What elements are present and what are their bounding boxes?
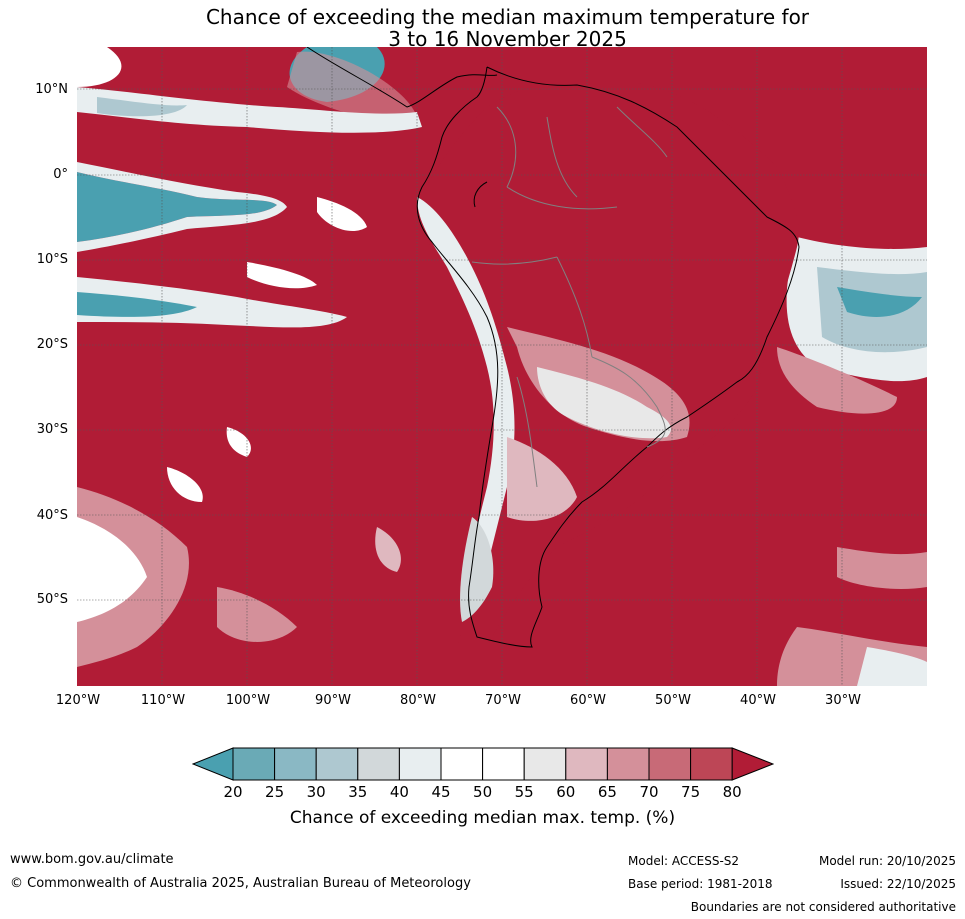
lat-label-10n: 10°N	[35, 82, 68, 97]
colorbar-lower-extend	[192, 747, 234, 781]
footer-disclaimer: Boundaries are not considered authoritat…	[690, 900, 956, 914]
lon-label-60w: 60°W	[570, 693, 606, 708]
lat-label-40s: 40°S	[36, 508, 68, 523]
colorbar-tick-20: 20	[223, 783, 243, 801]
lon-label-90w: 90°W	[315, 693, 351, 708]
colorbar-tick-40: 40	[389, 783, 409, 801]
lat-label-0: 0°	[53, 167, 68, 182]
lon-label-120w: 120°W	[55, 693, 101, 708]
lon-label-40w: 40°W	[740, 693, 776, 708]
lon-label-110w: 110°W	[140, 693, 186, 708]
colorbar-bin-50-55	[482, 747, 525, 781]
footer-issued: Issued: 22/10/2025	[840, 877, 956, 891]
footer-url: www.bom.gov.au/climate	[10, 852, 174, 867]
colorbar-tick-75: 75	[681, 783, 701, 801]
colorbar-bin-25-30	[274, 747, 317, 781]
colorbar-tick-50: 50	[473, 783, 493, 801]
lon-label-80w: 80°W	[400, 693, 436, 708]
colorbar-tick-55: 55	[514, 783, 534, 801]
colorbar-label: Chance of exceeding median max. temp. (%…	[289, 808, 676, 828]
colorbar-tick-80: 80	[722, 783, 742, 801]
atlantic-anomaly	[777, 237, 927, 686]
colorbar-tick-65: 65	[597, 783, 617, 801]
colorbar-bin-45-50	[440, 747, 484, 781]
lat-label-50s: 50°S	[36, 592, 68, 607]
colorbar-tick-45: 45	[431, 783, 451, 801]
colorbar-tick-35: 35	[348, 783, 368, 801]
southeast-pacific-anomaly	[77, 427, 401, 667]
pacific-equatorial-anomaly	[77, 162, 367, 328]
colorbar-bin-30-35	[315, 747, 359, 781]
colorbar	[192, 747, 774, 781]
map-title-line1: Chance of exceeding the median maximum t…	[205, 5, 810, 29]
lon-label-70w: 70°W	[485, 693, 521, 708]
country-borders	[471, 106, 668, 488]
colorbar-bin-55-60	[523, 747, 567, 781]
andes-anomaly	[417, 197, 690, 622]
colorbar-bin-40-45	[398, 747, 442, 781]
colorbar-bin-20-25	[232, 747, 276, 781]
colorbar-bin-60-65	[565, 747, 608, 781]
colorbar-tick-25: 25	[265, 783, 285, 801]
colorbar-bin-35-40	[357, 747, 400, 781]
lat-label-20s: 20°S	[36, 337, 68, 352]
probability-map	[77, 47, 927, 686]
footer-model-run: Model run: 20/10/2025	[818, 854, 956, 868]
colorbar-bin-75-80	[690, 747, 733, 781]
lat-label-10s: 10°S	[36, 252, 68, 267]
colorbar-tick-60: 60	[556, 783, 576, 801]
coastlines	[306, 47, 800, 648]
colorbar-bin-70-75	[648, 747, 692, 781]
colorbar-tick-70: 70	[639, 783, 659, 801]
graticule	[77, 47, 927, 686]
colorbar-bin-65-70	[606, 747, 650, 781]
lon-label-30w: 30°W	[825, 693, 861, 708]
footer-copyright: © Commonwealth of Australia 2025, Austra…	[10, 876, 471, 891]
lon-label-100w: 100°W	[225, 693, 271, 708]
lat-label-30s: 30°S	[36, 422, 68, 437]
colorbar-tick-30: 30	[306, 783, 326, 801]
footer-base-period: Base period: 1981-2018	[628, 877, 773, 891]
footer-model: Model: ACCESS-S2	[628, 854, 740, 868]
pacific-north-anomaly	[77, 47, 422, 133]
colorbar-upper-extend	[731, 747, 774, 781]
map-title-line2: 3 to 16 November 2025	[388, 27, 627, 51]
lon-label-50w: 50°W	[655, 693, 691, 708]
